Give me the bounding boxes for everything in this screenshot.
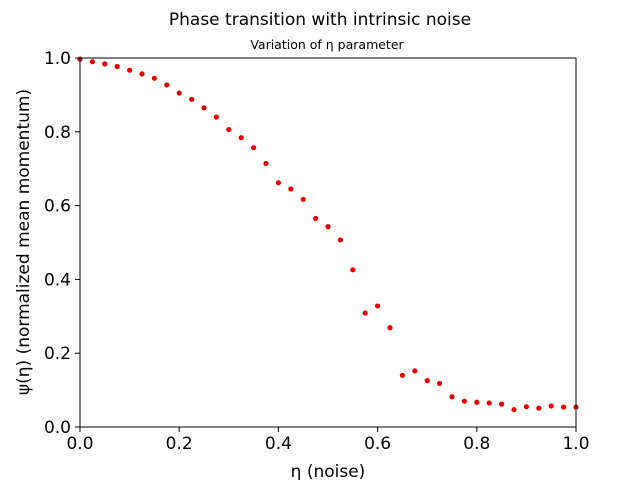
data-point bbox=[449, 394, 455, 400]
plot-area bbox=[80, 58, 576, 427]
data-point bbox=[362, 310, 368, 316]
data-point bbox=[251, 145, 257, 151]
data-point bbox=[114, 63, 120, 70]
data-point bbox=[226, 126, 232, 133]
data-point bbox=[437, 380, 443, 387]
data-point bbox=[102, 61, 108, 67]
y-tick-label: 0.0 bbox=[44, 418, 71, 438]
y-tick-label: 0.2 bbox=[44, 344, 71, 364]
y-tick-label: 0.6 bbox=[44, 197, 71, 217]
data-point bbox=[375, 303, 381, 309]
y-tick-label: 0.8 bbox=[44, 123, 71, 143]
x-tick-label: 0.6 bbox=[364, 434, 391, 454]
y-tick-label: 0.4 bbox=[44, 270, 71, 290]
x-axis-label: η (noise) bbox=[291, 462, 366, 480]
data-point bbox=[127, 67, 133, 73]
data-point bbox=[275, 180, 281, 186]
data-point bbox=[201, 105, 207, 111]
data-point bbox=[151, 75, 157, 81]
data-point bbox=[164, 82, 170, 88]
x-tick-label: 0.0 bbox=[66, 434, 93, 454]
chart-title: Phase transition with intrinsic noise bbox=[169, 10, 471, 30]
data-point bbox=[139, 71, 145, 77]
x-tick-label: 0.2 bbox=[166, 434, 193, 454]
data-point bbox=[238, 135, 244, 141]
data-point bbox=[337, 237, 343, 243]
data-points bbox=[77, 56, 579, 413]
data-point bbox=[263, 160, 269, 167]
data-point bbox=[213, 114, 219, 120]
data-point bbox=[313, 215, 319, 222]
data-point bbox=[499, 401, 505, 407]
data-point bbox=[486, 400, 492, 406]
y-tick-label: 1.0 bbox=[44, 49, 71, 69]
x-tick-label: 1.0 bbox=[562, 434, 589, 454]
data-point bbox=[412, 368, 418, 374]
data-point bbox=[523, 404, 530, 410]
y-axis-label: ψ(η) (normalized mean momentum) bbox=[14, 89, 34, 395]
data-point bbox=[548, 403, 554, 409]
data-point bbox=[300, 196, 306, 202]
data-point bbox=[461, 398, 467, 404]
data-point bbox=[387, 325, 393, 331]
data-point bbox=[474, 399, 480, 405]
x-tick-label: 0.8 bbox=[463, 434, 490, 454]
data-point bbox=[89, 59, 95, 65]
data-point bbox=[399, 372, 405, 378]
x-axis-ticks: 0.0 0.2 0.4 0.6 0.8 1.0 bbox=[66, 427, 590, 454]
data-point bbox=[325, 224, 331, 230]
x-tick-label: 0.4 bbox=[265, 434, 292, 454]
data-point bbox=[511, 407, 517, 413]
data-point bbox=[424, 377, 430, 384]
data-point bbox=[350, 267, 356, 273]
data-point bbox=[176, 90, 182, 96]
data-point bbox=[536, 405, 542, 411]
chart-subtitle: Variation of η parameter bbox=[250, 37, 404, 52]
data-point bbox=[288, 186, 294, 192]
data-point bbox=[189, 96, 195, 102]
data-point bbox=[561, 404, 567, 410]
y-axis-ticks: 0.0 0.2 0.4 0.6 0.8 1.0 bbox=[44, 49, 80, 438]
plot-frame bbox=[79, 57, 577, 428]
